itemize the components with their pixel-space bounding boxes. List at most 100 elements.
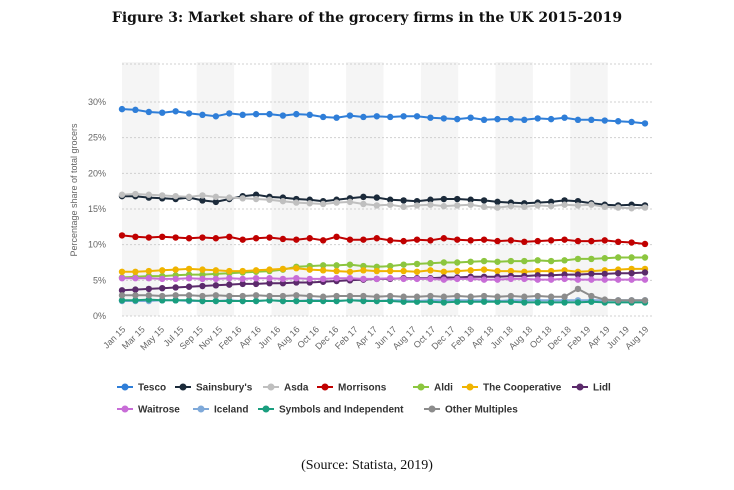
legend-item-the-cooperative[interactable]: The Cooperative <box>462 383 562 394</box>
data-point <box>132 286 139 293</box>
legend-label: The Cooperative <box>483 383 562 394</box>
data-point <box>507 275 515 283</box>
data-point <box>172 266 179 273</box>
data-point <box>614 238 622 246</box>
data-point <box>132 190 139 198</box>
data-point <box>279 275 287 283</box>
legend-swatch-dot <box>428 405 436 413</box>
data-point <box>373 275 380 283</box>
data-point <box>266 234 273 241</box>
y-tick-label: 0% <box>93 311 106 321</box>
data-point <box>454 259 461 266</box>
data-point <box>212 267 220 274</box>
data-point <box>614 276 622 283</box>
data-point <box>547 293 555 300</box>
data-point <box>333 233 340 241</box>
data-point <box>400 197 407 204</box>
y-axis-ticks: 0% 5% 10% 15% 20% 25% 30% <box>88 97 106 321</box>
data-point <box>467 275 474 283</box>
legend-item-sainsbury-s[interactable]: Sainsbury's <box>175 383 253 394</box>
data-point <box>641 269 649 276</box>
data-point <box>145 108 153 116</box>
data-point <box>145 234 153 241</box>
data-point <box>494 293 501 300</box>
data-point <box>387 196 394 203</box>
legend-item-lidl[interactable]: Lidl <box>572 383 611 394</box>
data-point <box>561 114 568 121</box>
legend-label: Symbols and Independent <box>279 405 404 416</box>
data-point <box>400 203 407 211</box>
market-share-line-chart: 0% 5% 10% 15% 20% 25% 30% Percentage share of … <box>69 62 655 416</box>
data-point <box>212 193 220 201</box>
data-point <box>440 115 448 122</box>
data-point <box>440 195 448 203</box>
data-point <box>440 276 448 283</box>
data-point <box>440 299 448 306</box>
data-point <box>561 299 568 306</box>
data-point <box>534 292 541 300</box>
data-point <box>427 260 434 267</box>
data-point <box>360 267 367 274</box>
data-point <box>628 118 635 126</box>
series-line <box>122 287 645 302</box>
data-point <box>252 280 260 288</box>
data-point <box>574 237 582 245</box>
legend-item-morrisons[interactable]: Morrisons <box>317 383 387 394</box>
data-point <box>387 274 394 282</box>
data-point <box>574 271 582 278</box>
data-point <box>279 235 287 243</box>
data-point <box>507 237 515 244</box>
data-point <box>333 292 340 300</box>
data-point <box>387 113 394 121</box>
data-point <box>293 297 300 305</box>
legend[interactable]: Tesco Sainsbury's Asda Morrisons Aldi The Coo… <box>117 383 611 416</box>
data-point <box>480 298 488 305</box>
data-point <box>507 115 515 123</box>
data-point <box>641 276 649 283</box>
data-point <box>574 276 582 283</box>
data-point <box>480 203 488 211</box>
legend-item-other-multiples[interactable]: Other Multiples <box>424 405 518 416</box>
data-point <box>454 267 461 275</box>
data-point <box>547 299 555 306</box>
legend-item-aldi[interactable]: Aldi <box>413 383 453 394</box>
legend-item-asda[interactable]: Asda <box>263 383 309 394</box>
data-point <box>306 266 313 273</box>
data-point <box>118 105 126 113</box>
data-point <box>199 297 206 305</box>
data-point <box>159 192 166 199</box>
legend-item-waitrose[interactable]: Waitrose <box>117 405 180 416</box>
data-point <box>132 292 139 299</box>
data-point <box>212 113 220 120</box>
data-point <box>360 297 367 305</box>
series-line <box>121 256 645 279</box>
legend-swatch-dot <box>179 383 187 391</box>
data-point <box>212 282 220 289</box>
data-point <box>360 200 367 208</box>
data-point <box>574 202 582 209</box>
data-point <box>467 114 474 121</box>
legend-item-symbols-and-independent[interactable]: Symbols and Independent <box>258 405 404 416</box>
data-point <box>279 197 287 205</box>
data-point <box>400 298 407 305</box>
legend-item-tesco[interactable]: Tesco <box>117 383 166 394</box>
data-point <box>118 274 126 282</box>
data-point <box>145 274 153 282</box>
data-point <box>319 262 327 269</box>
data-point <box>507 257 515 265</box>
data-point <box>226 194 233 201</box>
data-point <box>641 240 649 248</box>
data-point <box>454 202 461 209</box>
data-point <box>172 275 179 283</box>
legend-item-iceland[interactable]: Iceland <box>193 405 248 416</box>
data-point <box>413 293 421 300</box>
data-point <box>641 204 649 211</box>
data-point <box>574 299 582 306</box>
data-point <box>601 276 608 283</box>
data-point <box>574 285 582 293</box>
legend-swatch-dot <box>197 405 205 413</box>
data-point <box>252 195 260 203</box>
data-point <box>333 274 340 282</box>
data-point <box>628 297 635 304</box>
series-line <box>121 192 646 210</box>
